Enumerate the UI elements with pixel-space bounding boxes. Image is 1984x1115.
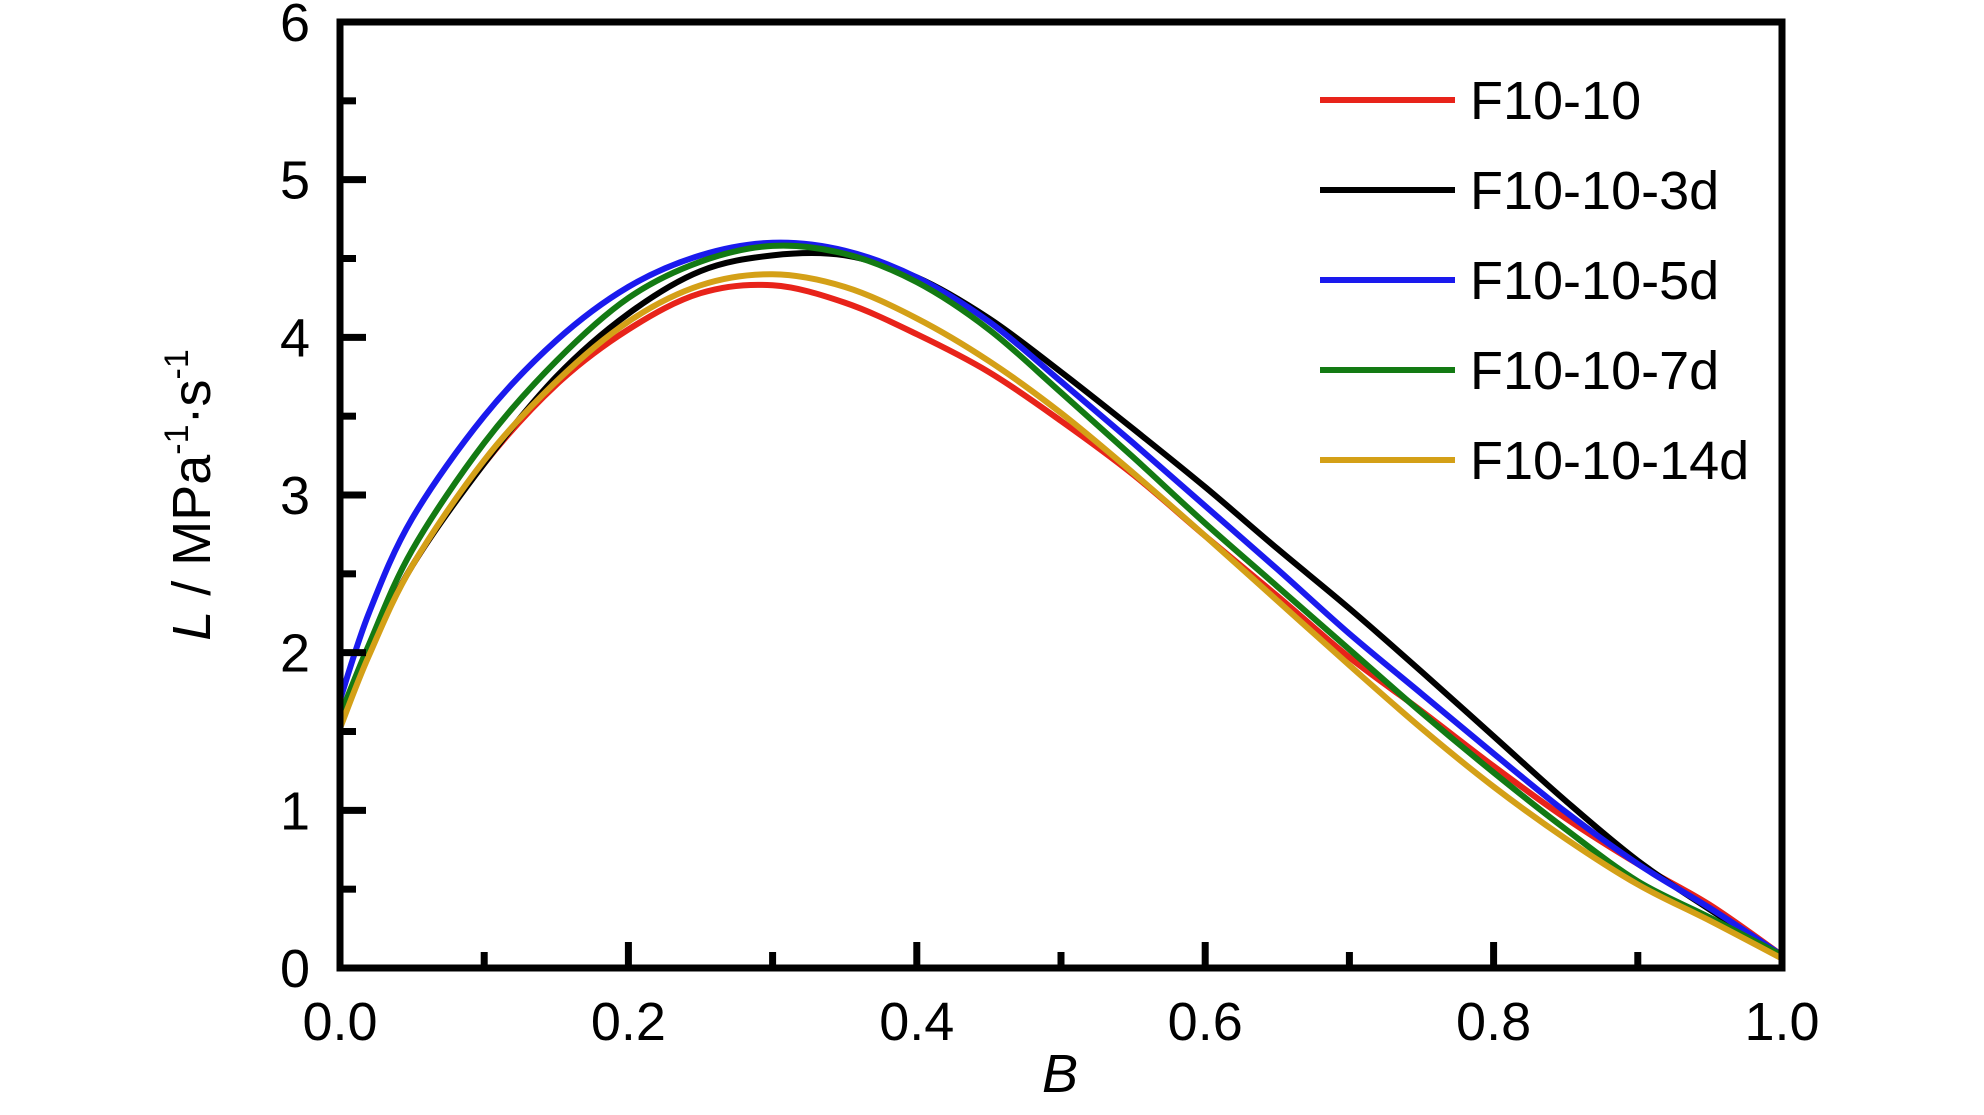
x-tick-label-5: 1.0: [1744, 992, 1819, 1052]
legend-label-3: F10-10-7d: [1470, 341, 1719, 401]
x-tick-label-0: 0.0: [302, 992, 377, 1052]
ticks-layer: [340, 97, 1642, 968]
series-layer: [337, 239, 1785, 962]
legend-label-4: F10-10-14d: [1470, 431, 1749, 491]
x-axis-title: B: [1042, 1044, 1078, 1104]
y-axis-symbol: L: [162, 611, 222, 641]
y-axis-title-text: L / MPa-1·s-1: [158, 349, 222, 641]
y-axis-title: L / MPa-1·s-1: [158, 349, 222, 641]
y-tick-label-3: 3: [280, 466, 310, 526]
y-tick-label-6: 6: [280, 0, 310, 53]
series-line-4: [337, 271, 1785, 962]
series-line-2: [337, 239, 1785, 959]
legend: F10-10 F10-10-3d F10-10-5d F10-10-7d F10-10-…: [1320, 71, 1749, 491]
x-tick-label-3: 0.6: [1168, 992, 1243, 1052]
y-tick-label-4: 4: [280, 308, 310, 368]
x-tick-label-2: 0.4: [879, 992, 954, 1052]
y-tick-label-1: 1: [280, 781, 310, 841]
y-tick-label-2: 2: [280, 624, 310, 684]
y-axis-unit-middle: ·s: [162, 379, 222, 424]
y-tick-label-5: 5: [280, 151, 310, 211]
y-axis-unit: / MPa: [162, 454, 222, 611]
legend-label-2: F10-10-5d: [1470, 251, 1719, 311]
legend-label-1: F10-10-3d: [1470, 161, 1719, 221]
series-line-3: [337, 242, 1785, 959]
legend-label-0: F10-10: [1470, 71, 1641, 131]
tick-labels-layer: 0.0 0.2 0.4 0.6 0.8 1.0 0 1 2 3 4 5 6: [280, 0, 1820, 1052]
y-tick-label-0: 0: [280, 939, 310, 999]
x-tick-label-4: 0.8: [1456, 992, 1531, 1052]
x-tick-label-1: 0.2: [591, 992, 666, 1052]
y-axis-exponent-1: -1: [158, 424, 196, 454]
y-axis-exponent-2: -1: [158, 349, 196, 379]
